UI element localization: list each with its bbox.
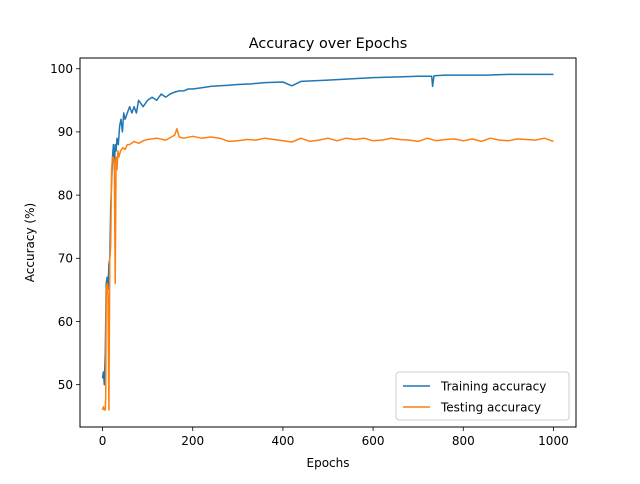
y-axis-label: Accuracy (%) — [23, 203, 37, 282]
x-tick-label: 400 — [271, 434, 294, 448]
y-tick-label: 80 — [58, 188, 73, 202]
legend-label-training: Training accuracy — [440, 380, 546, 394]
y-axis-ticks: 50 60 70 80 90 100 — [50, 62, 80, 392]
x-tick-label: 800 — [452, 434, 475, 448]
axes-frame — [79, 57, 577, 428]
x-axis-ticks: 0 200 400 600 800 1000 — [99, 427, 569, 448]
x-tick-label: 600 — [362, 434, 385, 448]
x-axis-label: Epochs — [307, 456, 350, 470]
y-tick-label: 70 — [58, 252, 73, 266]
series-lines — [101, 73, 554, 411]
y-tick-label: 100 — [50, 62, 73, 76]
legend: Training accuracy Testing accuracy — [395, 371, 570, 421]
series-line-training — [101, 73, 554, 386]
chart-title: Accuracy over Epochs — [249, 36, 408, 52]
y-tick-label: 90 — [58, 125, 73, 139]
legend-label-testing: Testing accuracy — [440, 401, 541, 415]
legend-box — [395, 371, 570, 421]
y-tick-label: 60 — [58, 315, 73, 329]
y-tick-label: 50 — [58, 378, 73, 392]
x-tick-label: 1000 — [538, 434, 569, 448]
x-tick-label: 0 — [99, 434, 107, 448]
series-line-testing — [101, 128, 554, 411]
x-tick-label: 200 — [181, 434, 204, 448]
